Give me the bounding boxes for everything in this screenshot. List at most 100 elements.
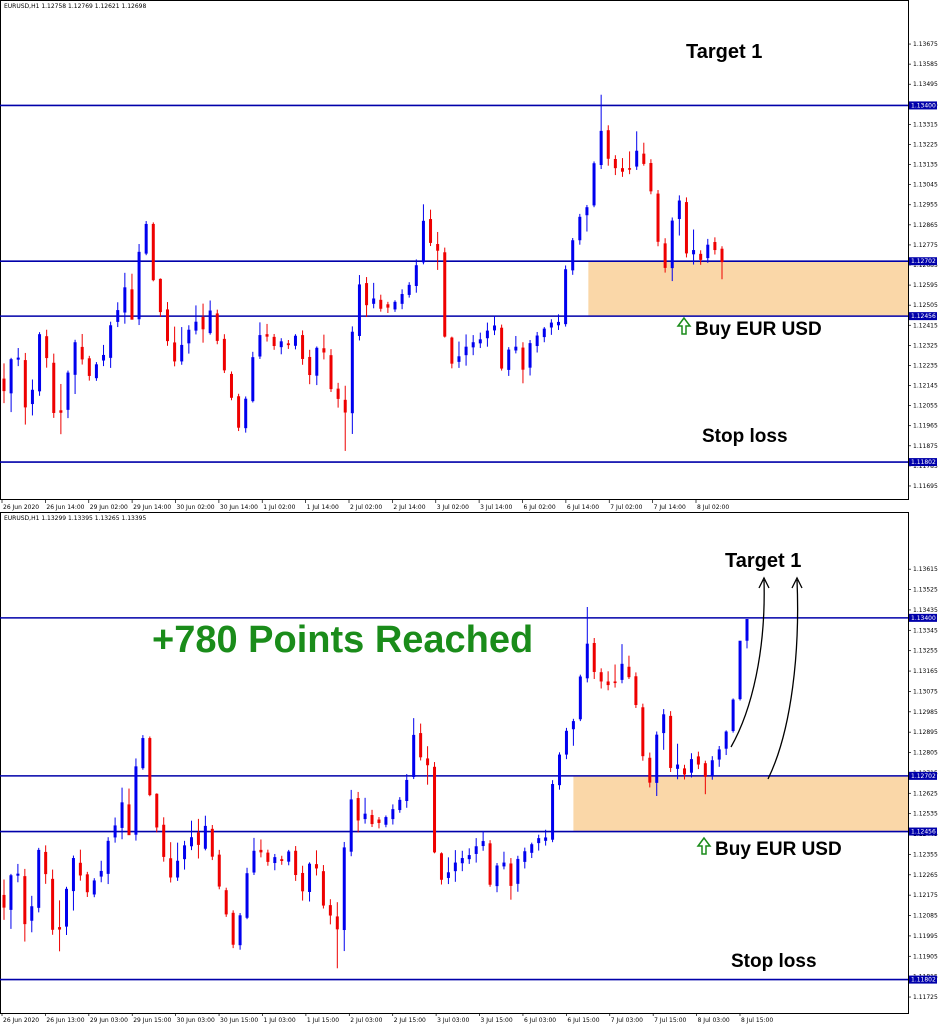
candle (9, 357, 13, 413)
time-tick: 7 Jul 03:00 (609, 1013, 643, 1024)
price-tick: 1.12055 (908, 403, 938, 410)
svg-text:1.12456: 1.12456 (911, 829, 936, 836)
candle (215, 309, 219, 345)
svg-text:2 Jul 14:00: 2 Jul 14:00 (393, 504, 425, 511)
price-tick: 1.13345 (908, 627, 938, 634)
time-tick: 29 Jun 14:00 (131, 500, 171, 511)
candle (523, 847, 527, 869)
svg-text:1 Jul 02:00: 1 Jul 02:00 (263, 504, 295, 511)
svg-text:1.12775: 1.12775 (913, 242, 938, 249)
price-tick: 1.12625 (908, 790, 938, 797)
svg-text:1.12235: 1.12235 (913, 362, 938, 369)
svg-text:8 Jul 02:00: 8 Jul 02:00 (697, 504, 729, 511)
candle (58, 900, 62, 952)
candle (542, 327, 546, 343)
candle (696, 751, 700, 770)
candle (52, 353, 56, 418)
candle (134, 758, 138, 841)
price-level-tag: 1.12702 (909, 257, 937, 266)
candle (384, 815, 388, 828)
candle (628, 151, 632, 175)
svg-text:1.12595: 1.12595 (913, 282, 938, 289)
candle (377, 817, 381, 829)
candle (16, 863, 20, 883)
svg-text:2 Jul 15:00: 2 Jul 15:00 (394, 1017, 426, 1024)
price-tick: 1.11995 (908, 933, 938, 940)
time-tick: 7 Jul 02:00 (608, 500, 643, 511)
price-level-tag: 1.12456 (909, 827, 937, 836)
svg-text:3 Jul 02:00: 3 Jul 02:00 (437, 504, 469, 511)
candle (23, 352, 27, 425)
svg-text:1 Jul 15:00: 1 Jul 15:00 (307, 1017, 339, 1024)
candle (528, 339, 532, 376)
price-tick: 1.13255 (908, 648, 938, 655)
price-tick: 1.12235 (908, 362, 938, 369)
svg-text:1.13315: 1.13315 (913, 121, 938, 128)
price-tick: 1.11905 (908, 953, 938, 960)
candle (279, 338, 283, 355)
candle (549, 319, 553, 335)
candle (592, 161, 596, 208)
svg-text:1.13400: 1.13400 (911, 615, 936, 622)
candle (137, 244, 141, 326)
price-level-tag: 1.12702 (909, 771, 937, 780)
buy-label: Buy EUR USD (715, 839, 842, 860)
candle (507, 347, 511, 376)
candle (71, 855, 75, 911)
candle (676, 743, 680, 780)
candle (724, 730, 728, 756)
candle (16, 348, 20, 367)
candle (571, 718, 575, 746)
svg-text:1.11995: 1.11995 (913, 933, 938, 940)
candle (259, 839, 263, 858)
candle (564, 265, 568, 327)
candle (208, 300, 212, 335)
svg-text:29 Jun 02:00: 29 Jun 02:00 (90, 504, 128, 511)
svg-text:1.12955: 1.12955 (913, 202, 938, 209)
price-tick: 1.11875 (908, 443, 938, 450)
candle (426, 746, 430, 785)
svg-text:7 Jul 14:00: 7 Jul 14:00 (654, 504, 686, 511)
candle (363, 797, 367, 824)
candle (294, 846, 298, 881)
price-level-tag: 1.12456 (909, 312, 937, 321)
svg-text:1.12085: 1.12085 (913, 913, 938, 920)
candle (649, 159, 653, 195)
svg-text:1.12685: 1.12685 (913, 262, 938, 269)
svg-text:1.11725: 1.11725 (913, 994, 938, 1001)
candle (365, 277, 369, 318)
svg-text:1 Jul 03:00: 1 Jul 03:00 (263, 1017, 295, 1024)
svg-text:7 Jul 02:00: 7 Jul 02:00 (610, 504, 642, 511)
candle (144, 221, 148, 256)
candle (419, 723, 423, 761)
candle (521, 342, 525, 384)
price-tick: 1.13165 (908, 668, 938, 675)
candle (343, 385, 347, 451)
candle (412, 718, 416, 780)
candle (703, 760, 707, 795)
candle (173, 326, 177, 367)
svg-text:6 Jul 15:00: 6 Jul 15:00 (567, 1017, 599, 1024)
candle (217, 849, 221, 890)
candle (2, 363, 6, 404)
candle (400, 289, 404, 310)
candle (471, 335, 475, 356)
time-tick: 2 Jul 15:00 (392, 1013, 426, 1024)
candle (37, 847, 41, 913)
candle (535, 331, 539, 353)
time-tick: 6 Jul 03:00 (522, 1013, 556, 1024)
candle (44, 845, 48, 884)
time-tick: 30 Jun 14:00 (218, 500, 258, 511)
candle (439, 852, 443, 885)
candle (162, 817, 166, 862)
time-tick: 29 Jun 02:00 (88, 500, 128, 511)
svg-text:26 Jun 14:00: 26 Jun 14:00 (46, 504, 84, 511)
svg-text:1.12456: 1.12456 (911, 313, 936, 320)
svg-text:6 Jul 03:00: 6 Jul 03:00 (524, 1017, 556, 1024)
candle (606, 671, 610, 691)
svg-text:1.11802: 1.11802 (911, 459, 936, 466)
candle (130, 273, 134, 320)
svg-text:1.12985: 1.12985 (913, 709, 938, 716)
candle (30, 379, 34, 416)
candle (301, 865, 305, 901)
